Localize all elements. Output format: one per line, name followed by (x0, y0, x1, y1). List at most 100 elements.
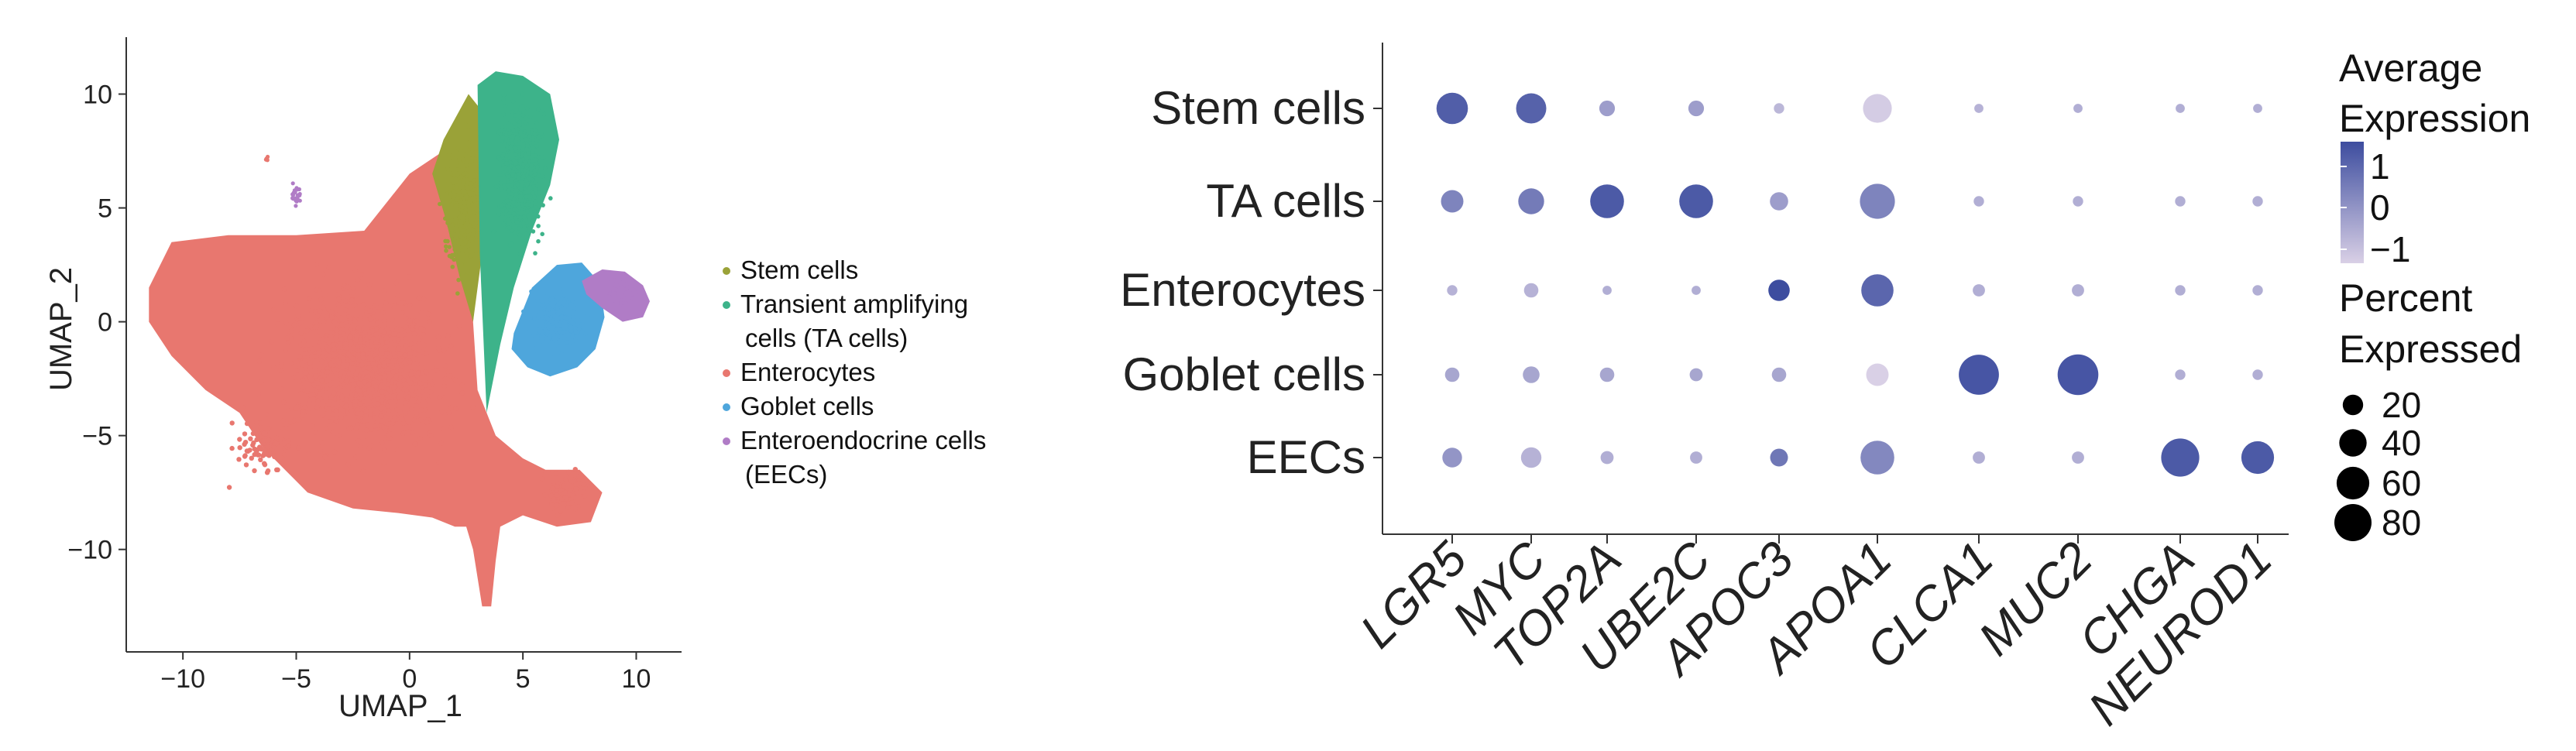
dot-mark (1442, 448, 1462, 468)
dot-legends: Average Expression 10−1 Percent Expressed 204… (2334, 46, 2530, 543)
dot-mark (1771, 367, 1787, 382)
dot-mark (1690, 451, 1702, 464)
dot-mark (1688, 100, 1705, 117)
dot-mark (1523, 283, 1539, 298)
dot-mark (1973, 196, 1984, 207)
dot-mark (1692, 286, 1701, 295)
dot-gene-label: MYC (1443, 531, 1557, 645)
dot-mark (2072, 284, 2084, 297)
umap-legend-label-line2: cells (TA cells) (745, 324, 908, 352)
dot-mark (1768, 279, 1790, 301)
dot-mark (2072, 451, 2084, 464)
dot-mark (1518, 188, 1544, 214)
size-legend-dot (2339, 429, 2367, 457)
umap-legend-label: Transient amplifying (740, 290, 968, 318)
umap-legend-swatch (723, 403, 730, 411)
dot-mark (2175, 369, 2186, 380)
size-legend-label: 80 (2382, 502, 2421, 543)
dot-mark (1447, 285, 1458, 296)
umap-point-cloud (149, 71, 650, 607)
dot-mark (2252, 285, 2263, 296)
dot-gene-label: TOP2A (1483, 532, 1632, 681)
umap-x-tick-label: 0 (402, 664, 417, 694)
dot-mark (1523, 366, 1540, 383)
dot-mark (1600, 451, 1614, 465)
dot-mark (1774, 103, 1784, 114)
dot-gene-label: CHGA (2069, 532, 2204, 667)
umap-y-tick-label: 5 (98, 194, 112, 224)
umap-legend-swatch (723, 369, 730, 377)
umap-legend-swatch (723, 267, 730, 275)
dot-mark (1770, 192, 1788, 211)
eec-outlier-points (290, 181, 302, 208)
umap-scatter-plot: −10 −5 0 5 10 10 5 0 −5 −10 UMAP_1 UMAP_2 Stem c… (44, 37, 986, 723)
enterocyte-outlier-points (263, 154, 270, 163)
umap-y-tick-label: 10 (83, 81, 112, 110)
dot-mark (2073, 196, 2083, 207)
size-legend-title-line2: Expressed (2339, 327, 2522, 371)
dot-gene-label: APOA1 (1749, 532, 1902, 685)
goblet-cell-points (521, 286, 594, 359)
umap-legend-swatch (723, 301, 730, 309)
color-legend-tick-label: 1 (2370, 146, 2390, 187)
umap-legend-swatch (723, 437, 730, 445)
dot-gene-label: UBE2C (1570, 531, 1722, 683)
umap-x-tick-label: 5 (516, 664, 531, 694)
dot-gene-label: MUC2 (1969, 532, 2103, 666)
size-legend-label: 60 (2382, 463, 2421, 503)
umap-x-ticks: −10 −5 0 5 10 (160, 652, 651, 694)
dot-mark (1861, 274, 1894, 307)
dot-mark (1444, 367, 1460, 382)
dot-mark (1959, 355, 1999, 395)
umap-x-tick-label: −10 (160, 664, 205, 694)
dot-mark (1599, 100, 1616, 117)
dot-mark (2175, 196, 2186, 207)
color-legend-tick-label: 0 (2370, 187, 2390, 228)
dot-gene-label: APOC3 (1649, 532, 1804, 687)
dot-gene-labels: LGR5MYCTOP2AUBE2CAPOC3APOA1CLCA1MUC2CHGA… (1351, 531, 2282, 736)
color-legend-title-line1: Average (2339, 46, 2482, 90)
dot-gene-label: NEUROD1 (2079, 532, 2282, 736)
umap-y-tick-label: 0 (98, 308, 112, 338)
size-legend-title-line1: Percent (2339, 276, 2472, 320)
umap-y-ticks: 10 5 0 −5 −10 (67, 81, 126, 565)
dot-row-label: EECs (1247, 431, 1365, 483)
dot-row-label: Stem cells (1151, 82, 1365, 134)
dot-mark (1770, 448, 1788, 467)
dot-mark (1602, 286, 1612, 295)
dot-mark (1441, 190, 1464, 213)
color-legend-bar (2341, 142, 2364, 263)
dot-row-label: Enterocytes (1120, 264, 1365, 316)
umap-x-axis-title: UMAP_1 (338, 689, 462, 723)
dot-mark (1689, 368, 1703, 382)
dot-mark (2161, 438, 2200, 477)
dot-marks (1436, 92, 2275, 477)
umap-legend-label: Goblet cells (740, 392, 874, 420)
size-legend-dot (2336, 466, 2370, 500)
dot-row-labels: Stem cells TA cells Enterocytes Goblet cell… (1120, 82, 1382, 483)
umap-legend-label: Enteroendocrine cells (740, 426, 986, 454)
color-legend-title-line2: Expression (2339, 97, 2530, 140)
umap-x-tick-label: 10 (622, 664, 651, 694)
umap-y-tick-label: −5 (82, 422, 112, 451)
dot-mark (2253, 104, 2262, 113)
dot-mark (1974, 104, 1984, 113)
dot-mark (2241, 441, 2275, 475)
dot-mark (2057, 354, 2099, 396)
dot-mark (1973, 284, 1985, 297)
enterocyte-right-points (539, 467, 592, 518)
dot-mark (2252, 196, 2263, 207)
size-legend-dot (2334, 504, 2372, 541)
dot-mark (1679, 184, 1713, 218)
dot-mark (1516, 93, 1547, 124)
size-legend-label: 40 (2382, 423, 2421, 463)
dot-gene-label: CLCA1 (1856, 532, 2004, 679)
dot-mark (2252, 369, 2263, 380)
size-legend-dot (2342, 394, 2364, 416)
dot-mark (1436, 92, 1468, 125)
umap-y-axis-title: UMAP_2 (44, 267, 78, 391)
color-legend-tick-label: −1 (2370, 229, 2410, 269)
dot-gene-label: LGR5 (1351, 532, 1478, 659)
eec-points (603, 276, 644, 312)
dot-mark (1520, 447, 1542, 468)
